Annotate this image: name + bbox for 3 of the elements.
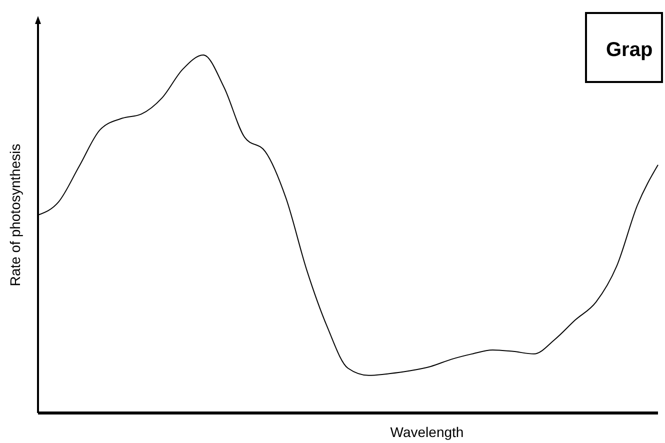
x-axis-title: Wavelength	[390, 424, 464, 440]
chart-title: Grap	[606, 39, 653, 61]
y-axis-title: Rate of photosynthesis	[7, 144, 23, 286]
